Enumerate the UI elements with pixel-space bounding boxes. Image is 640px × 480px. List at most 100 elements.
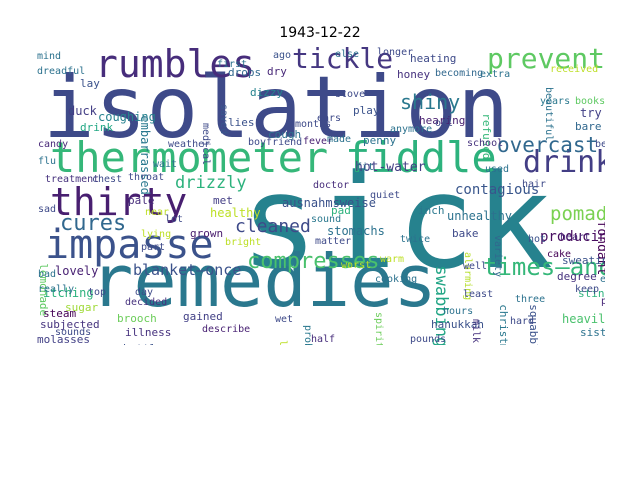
cloud-word: honey [397, 68, 431, 81]
cloud-word: impasse [45, 222, 214, 268]
cloud-word: part [141, 242, 166, 253]
cloud-word: sad [38, 204, 57, 215]
cloud-word: chest [92, 174, 123, 185]
cloud-word: subjected [40, 318, 100, 331]
cloud-word: beautiful [543, 87, 554, 142]
cloud-word: describe [202, 324, 251, 335]
cloud-word: ausnahmsweise [282, 196, 376, 210]
cloud-word: cures [60, 211, 127, 236]
cloud-word: hearing [419, 114, 466, 127]
cloud-word: hair [522, 179, 547, 190]
cloud-word: heavily [562, 312, 605, 326]
cloud-word: heart [560, 232, 591, 243]
cloud-word: duck [68, 104, 97, 118]
cloud-word: lay [80, 77, 100, 90]
cloud-word: overcast [497, 133, 599, 157]
cloud-word: years [540, 96, 571, 107]
cloud-word: drops [228, 66, 262, 79]
cloud-word: bright [225, 237, 262, 248]
cloud-word: longer [377, 47, 414, 58]
word-cloud: sick isolation remedies thermometer fiddle im… [35, 45, 605, 345]
cloud-word: else [335, 49, 360, 60]
cloud-word: pomaded [550, 203, 605, 225]
cloud-word: ago [273, 50, 292, 61]
cloud-word: pad [331, 204, 351, 217]
cloud-word: boyfriend [248, 137, 303, 148]
cloud-word: throat [128, 172, 165, 183]
cloud-word: cleaned [235, 216, 311, 237]
cloud-word: extra [480, 69, 511, 80]
cloud-word: wait [153, 159, 178, 170]
cloud-word: bed [595, 139, 605, 150]
cloud-word: milk [470, 319, 481, 344]
cloud-word: lovely [55, 264, 99, 278]
cloud-word: probably [302, 325, 313, 345]
cloud-word: blanket—once [133, 261, 242, 279]
cloud-word: stove [335, 89, 366, 100]
cloud-word: day [135, 287, 154, 298]
cloud-word: dreadful [37, 66, 86, 77]
cloud-word: spirits [373, 312, 384, 345]
cloud-word: sweating [562, 254, 605, 267]
cloud-word: hot [528, 234, 547, 245]
cloud-word: almost [463, 92, 474, 129]
cloud-word: cooking [375, 274, 418, 285]
cloud-word: grown [190, 227, 224, 240]
cloud-word: treatment [45, 174, 100, 185]
cloud-word: heating [410, 52, 457, 65]
cloud-word: every [600, 274, 605, 285]
cloud-word: well [463, 261, 488, 272]
cloud-word: thirty [50, 180, 188, 224]
cloud-word: sounds [55, 327, 92, 338]
cloud-word: unhealthy [447, 209, 513, 223]
cloud-word: tickle [292, 45, 394, 75]
cloud-word: sugar [65, 301, 99, 314]
cloud-word: contagious [455, 182, 540, 198]
cloud-word: rumbles [95, 45, 256, 86]
cloud-word: listen [277, 340, 288, 345]
cloud-word: sound [311, 214, 342, 225]
cloud-word: cake [547, 249, 572, 260]
cloud-word: thermometer [50, 133, 329, 182]
page-title: 1943-12-22 [279, 25, 361, 41]
cloud-word: gained [183, 310, 223, 323]
cloud-word: play [353, 104, 380, 117]
cloud-word: top [88, 287, 107, 298]
cloud-word: remedies [90, 239, 437, 323]
cloud-word: near [145, 207, 170, 218]
cloud-word: lot [165, 214, 184, 225]
cloud-word: really [38, 284, 75, 295]
cloud-word: received [550, 64, 599, 75]
cloud-word: steam [43, 307, 77, 320]
cloud-word: becoming [435, 68, 484, 79]
cloud-word: flu [38, 156, 57, 167]
cloud-word: peace [601, 296, 605, 307]
cloud-word: variety [492, 235, 503, 278]
cloud-word: shiny [400, 90, 461, 114]
cloud-word: stomachs [327, 224, 385, 238]
cloud-word: prevented [487, 45, 605, 75]
cloud-word: bad [38, 269, 57, 280]
cloud-word: isolation [43, 58, 509, 158]
cloud-word: made [327, 134, 352, 145]
cloud-word: decided [125, 297, 168, 308]
cloud-word: first [217, 59, 248, 70]
cloud-word: coughing [98, 110, 156, 124]
cloud-word: worst [341, 260, 372, 271]
cloud-word: inch [418, 204, 445, 217]
cloud-word: weather [168, 139, 211, 150]
cloud-word: brooch [117, 312, 157, 325]
cloud-word: bare [575, 120, 602, 133]
cloud-word: fever [303, 136, 334, 147]
cloud-word: bottles [123, 343, 169, 345]
cloud-word: dizzy [250, 86, 284, 99]
cloud-word: ears [317, 113, 342, 124]
cloud-word: fit [356, 162, 375, 173]
cloud-word: lying [141, 229, 172, 240]
cloud-word: school [467, 138, 504, 149]
cloud-word: mind [37, 51, 62, 62]
cloud-word: months [295, 119, 332, 130]
cloud-word: hard [510, 316, 535, 327]
cloud-word: hot-water [355, 160, 426, 175]
cloud-word: stinks [578, 287, 605, 300]
